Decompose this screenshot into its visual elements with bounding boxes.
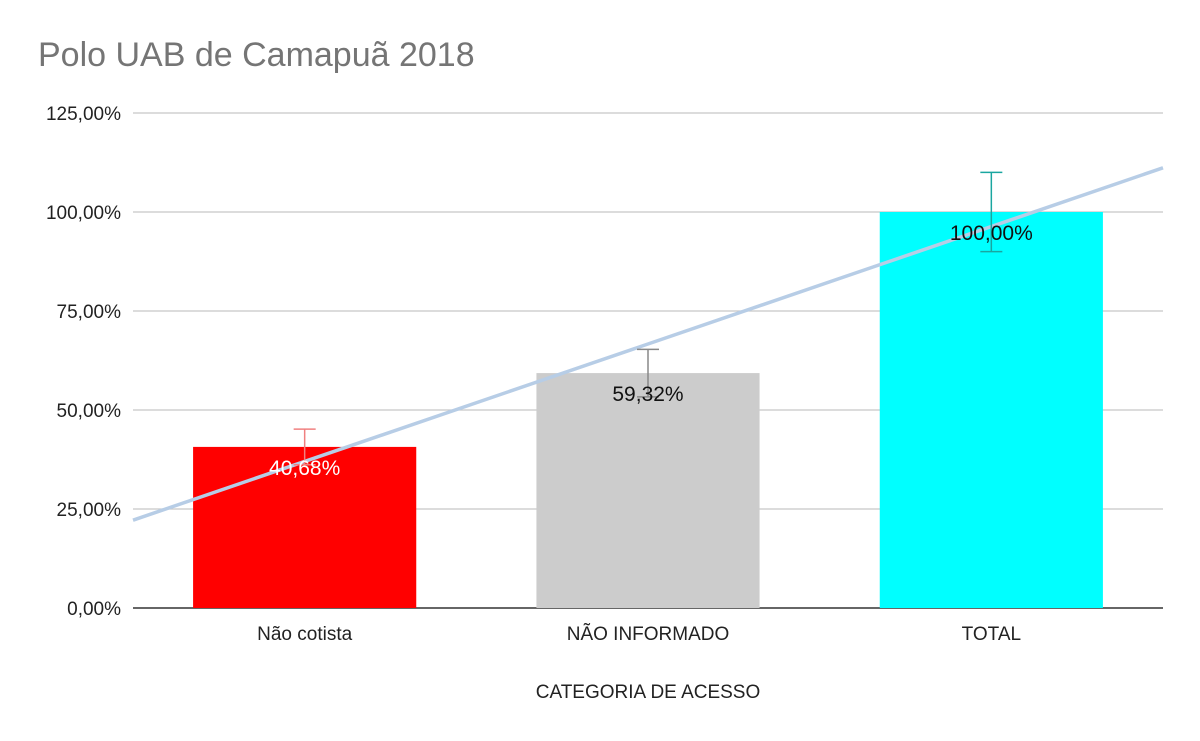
data-label: 100,00% [950, 222, 1033, 245]
error-bars [293, 171, 1003, 466]
y-tick-label: 50,00% [57, 401, 122, 422]
y-tick-label: 100,00% [46, 203, 121, 224]
bar [879, 212, 1103, 608]
y-tick-label: 0,00% [67, 599, 121, 620]
x-tick-label: TOTAL [962, 624, 1021, 645]
data-label: 59,32% [612, 383, 683, 406]
y-tick-label: 25,00% [57, 500, 122, 521]
data-label: 40,68% [269, 457, 340, 480]
x-tick-label: NÃO INFORMADO [567, 623, 730, 645]
chart-title: Polo UAB de Camapuã 2018 [38, 36, 475, 74]
y-tick-label: 75,00% [57, 302, 122, 323]
bar [536, 373, 760, 608]
x-axis-title: CATEGORIA DE ACESSO [536, 682, 761, 703]
x-tick-label: Não cotista [257, 624, 352, 645]
y-axis-ticks: 0,00% 25,00% 50,00% 75,00% 100,00% 125,00% [46, 104, 121, 620]
bars [193, 212, 1103, 608]
data-labels: 40,68% 59,32% 100,00% [269, 222, 1033, 480]
x-axis-categories: Não cotista NÃO INFORMADO TOTAL [257, 623, 1021, 645]
y-tick-label: 125,00% [46, 104, 121, 125]
bar [193, 446, 417, 608]
